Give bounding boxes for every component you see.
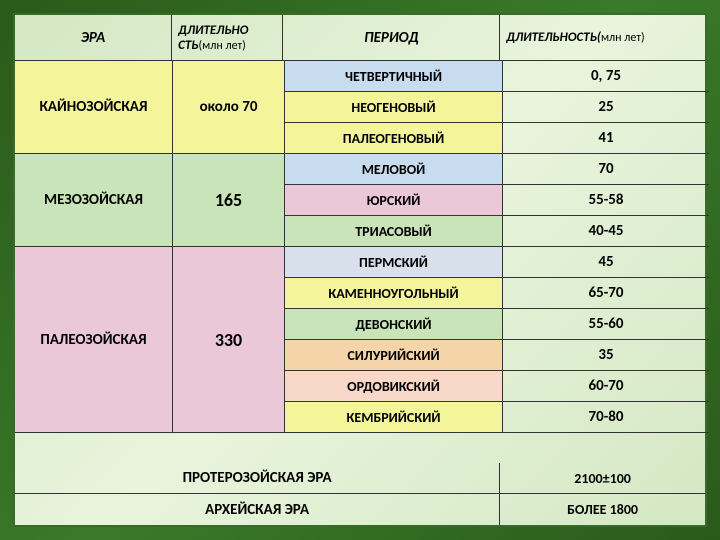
period-name: НЕОГЕНОВЫЙ	[285, 92, 503, 122]
period-row: ОРДОВИКСКИЙ60-70	[285, 371, 709, 402]
era-name: ПАЛЕОЗОЙСКАЯ	[15, 247, 173, 432]
footer-era-duration: БОЛЕЕ 1800	[500, 494, 705, 525]
period-row: СИЛУРИЙСКИЙ35	[285, 340, 709, 371]
period-row: НЕОГЕНОВЫЙ25	[285, 92, 709, 123]
header-dur2: ДЛИТЕЛЬНОСТЬ(млн лет)	[500, 15, 705, 60]
period-row: КАМЕННОУГОЛЬНЫЙ65-70	[285, 278, 709, 309]
period-name: КАМЕННОУГОЛЬНЫЙ	[285, 278, 503, 308]
period-name: ПЕРМСКИЙ	[285, 247, 503, 277]
period-duration: 25	[503, 92, 709, 122]
period-row: ДЕВОНСКИЙ55-60	[285, 309, 709, 340]
period-name: ПАЛЕОГЕНОВЫЙ	[285, 123, 503, 153]
period-duration: 65-70	[503, 278, 709, 308]
footer-row: АРХЕЙСКАЯ ЭРАБОЛЕЕ 1800	[15, 494, 705, 525]
footer-era-name: ПРОТЕРОЗОЙСКАЯ ЭРА	[15, 463, 500, 493]
header-dur1-rest: (млн лет)	[198, 39, 245, 53]
period-row: ПЕРМСКИЙ45	[285, 247, 709, 278]
footer-era-duration: 2100±100	[500, 463, 705, 493]
header-period: ПЕРИОД	[283, 15, 500, 60]
header-dur2-rest: млн лет)	[601, 31, 645, 45]
era-duration: 330	[173, 247, 285, 432]
geologic-table: ЭРА ДЛИТЕЛЬНО СТЬ(млн лет) ПЕРИОД ДЛИТЕЛ…	[13, 13, 707, 527]
period-duration: 55-58	[503, 185, 709, 215]
period-duration: 70	[503, 154, 709, 184]
era-duration: около 70	[173, 61, 285, 153]
period-name: ОРДОВИКСКИЙ	[285, 371, 503, 401]
period-name: КЕМБРИЙСКИЙ	[285, 402, 503, 432]
period-duration: 40-45	[503, 216, 709, 246]
period-name: ЧЕТВЕРТИЧНЫЙ	[285, 61, 503, 91]
period-duration: 41	[503, 123, 709, 153]
header-dur2-bold: ДЛИТЕЛЬНОСТЬ(	[506, 30, 601, 45]
period-row: КЕМБРИЙСКИЙ70-80	[285, 402, 709, 433]
header-dur1: ДЛИТЕЛЬНО СТЬ(млн лет)	[172, 15, 283, 60]
period-duration: 45	[503, 247, 709, 277]
period-duration: 0, 75	[503, 61, 709, 91]
period-name: МЕЛОВОЙ	[285, 154, 503, 184]
period-row: ПАЛЕОГЕНОВЫЙ41	[285, 123, 709, 154]
period-duration: 55-60	[503, 309, 709, 339]
era-duration: 165	[173, 154, 285, 246]
footer-row: ПРОТЕРОЗОЙСКАЯ ЭРА2100±100	[15, 463, 705, 494]
period-row: ЮРСКИЙ55-58	[285, 185, 709, 216]
era-block: КАЙНОЗОЙСКАЯоколо 70	[15, 61, 285, 154]
period-duration: 35	[503, 340, 709, 370]
period-row: ТРИАСОВЫЙ40-45	[285, 216, 709, 247]
footer-era-name: АРХЕЙСКАЯ ЭРА	[15, 494, 500, 525]
period-duration: 60-70	[503, 371, 709, 401]
period-name: ДЕВОНСКИЙ	[285, 309, 503, 339]
era-column: КАЙНОЗОЙСКАЯоколо 70МЕЗОЗОЙСКАЯ165ПАЛЕОЗ…	[15, 61, 285, 463]
footer-rows: ПРОТЕРОЗОЙСКАЯ ЭРА2100±100АРХЕЙСКАЯ ЭРАБ…	[15, 463, 705, 525]
period-column: ЧЕТВЕРТИЧНЫЙ0, 75НЕОГЕНОВЫЙ25ПАЛЕОГЕНОВЫ…	[285, 61, 709, 463]
period-row: ЧЕТВЕРТИЧНЫЙ0, 75	[285, 61, 709, 92]
period-name: СИЛУРИЙСКИЙ	[285, 340, 503, 370]
header-row: ЭРА ДЛИТЕЛЬНО СТЬ(млн лет) ПЕРИОД ДЛИТЕЛ…	[15, 15, 705, 61]
era-name: КАЙНОЗОЙСКАЯ	[15, 61, 173, 153]
period-row: МЕЛОВОЙ70	[285, 154, 709, 185]
period-name: ЮРСКИЙ	[285, 185, 503, 215]
era-block: ПАЛЕОЗОЙСКАЯ330	[15, 247, 285, 433]
header-era: ЭРА	[15, 15, 172, 60]
period-name: ТРИАСОВЫЙ	[285, 216, 503, 246]
era-name: МЕЗОЗОЙСКАЯ	[15, 154, 173, 246]
period-duration: 70-80	[503, 402, 709, 432]
era-block: МЕЗОЗОЙСКАЯ165	[15, 154, 285, 247]
